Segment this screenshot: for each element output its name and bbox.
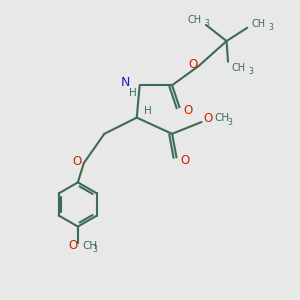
Text: O: O: [189, 58, 198, 71]
Text: CH: CH: [231, 63, 245, 73]
Text: 3: 3: [248, 67, 253, 76]
Text: 3: 3: [205, 19, 209, 28]
Text: O: O: [180, 154, 189, 167]
Text: 3: 3: [227, 118, 232, 127]
Text: CH: CH: [188, 15, 202, 26]
Text: O: O: [183, 104, 192, 117]
Text: 3: 3: [268, 23, 273, 32]
Text: O: O: [68, 239, 77, 252]
Text: O: O: [73, 155, 82, 168]
Text: CH: CH: [251, 19, 266, 29]
Text: 3: 3: [93, 245, 98, 254]
Text: H: H: [144, 106, 152, 116]
Text: H: H: [129, 88, 137, 98]
Text: CH: CH: [214, 113, 229, 124]
Text: O: O: [203, 112, 212, 125]
Text: N: N: [121, 76, 130, 89]
Text: CH: CH: [82, 241, 98, 251]
